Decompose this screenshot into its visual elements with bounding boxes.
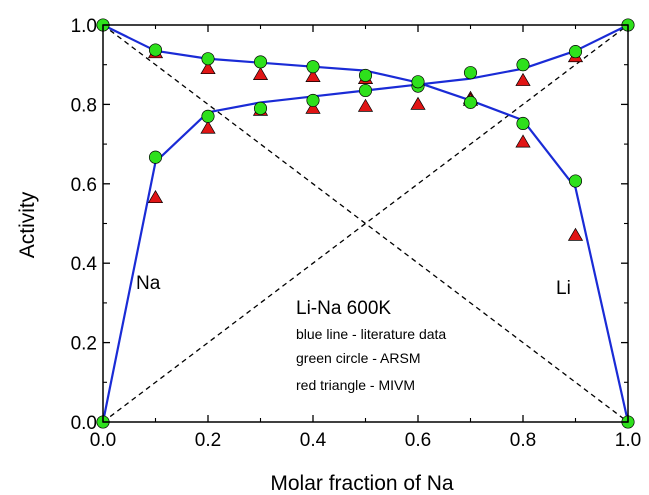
y-axis-title: Activity (16, 191, 39, 258)
y-tick-label: 0.2 (71, 334, 97, 355)
ideal-dashed-line-1 (102, 24, 629, 423)
mivm-triangle-li (515, 134, 531, 148)
legend-text-circle: green circle - ARSM (296, 350, 420, 366)
ideal-dashed-line-0 (102, 24, 629, 423)
mivm-triangle-li (567, 227, 584, 241)
arsm-circle-li (463, 95, 478, 109)
x-tick-label: 0.0 (90, 430, 116, 451)
legend-text-line: blue line - literature data (296, 326, 446, 342)
mivm-triangle-na (200, 120, 216, 134)
arsm-circle-na (148, 150, 163, 164)
mivm-triangle-na (410, 96, 426, 110)
y-tick-label: 1.0 (71, 16, 97, 37)
arsm-circle-na (201, 109, 215, 123)
mivm-triangle-na (515, 72, 531, 86)
arsm-circle-li (568, 174, 583, 188)
axes: 0.0 0.2 0.4 0.6 0.8 1.0 0.0 0.2 0.4 0.6 0.8 1.0 (71, 16, 642, 451)
arsm-circle-na (358, 83, 373, 98)
arsm-circle-li (201, 52, 215, 66)
na-label: Na (136, 273, 161, 294)
arsm-circle-li (253, 55, 268, 69)
y-tick-label: 0.4 (71, 254, 98, 275)
y-tick-label: 0.0 (71, 413, 97, 434)
arsm-circle-na (568, 45, 583, 59)
x-tick-label: 0.2 (195, 430, 221, 451)
legend-text-triangle: red triangle - MIVM (296, 377, 415, 393)
arsm-circle-na (463, 66, 478, 80)
arsm-circle-li (306, 60, 320, 74)
mivm-triangle-na (147, 190, 164, 204)
plot-area (96, 18, 635, 429)
x-axis-title: Molar fraction of Na (270, 472, 454, 495)
arsm-circle-li (358, 68, 373, 82)
li-label: Li (556, 278, 571, 299)
y-tick-label: 0.8 (71, 95, 97, 116)
arsm-circle-li (148, 43, 163, 57)
arsm-circle-na (516, 58, 530, 72)
mivm-triangle-li (305, 68, 321, 82)
x-tick-label: 0.6 (405, 430, 431, 451)
mivm-triangle-li (200, 60, 216, 75)
x-tick-label: 0.8 (510, 430, 536, 451)
system-label: Li-Na 600K (296, 298, 391, 319)
arsm-circle-na (306, 93, 320, 107)
arsm-circle-li (516, 116, 530, 131)
mivm-triangle-na (357, 98, 374, 112)
arsm-circle-na (253, 101, 268, 115)
x-tick-label: 0.4 (300, 430, 327, 451)
mivm-triangle-li (252, 66, 269, 80)
mivm-triangle-na (305, 100, 321, 114)
x-tick-label: 1.0 (615, 430, 641, 451)
arsm-circle-li (411, 75, 425, 89)
y-tick-label: 0.6 (71, 175, 97, 196)
